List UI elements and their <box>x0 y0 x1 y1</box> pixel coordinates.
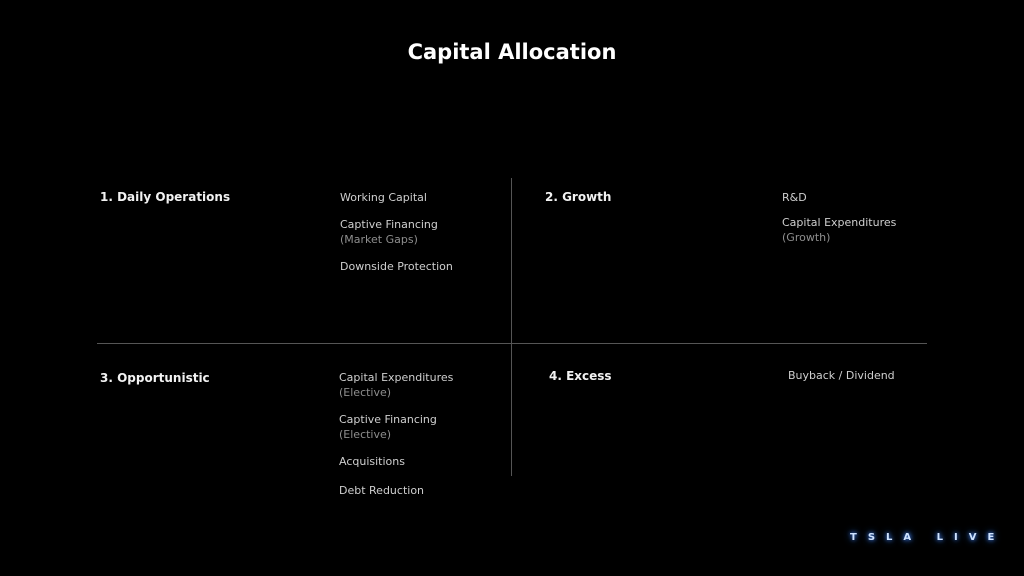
tsla-live-logo: TSLA LIVE <box>850 532 1006 543</box>
quadrant-items-daily-operations: Working Capital Captive Financing (Market… <box>340 190 453 286</box>
quadrant-heading-growth: 2. Growth <box>545 190 612 204</box>
item-label: Buyback / Dividend <box>788 369 895 382</box>
vertical-divider <box>511 178 512 476</box>
list-item: R&D <box>782 190 896 205</box>
item-label: Working Capital <box>340 191 427 204</box>
item-label: Capital Expenditures <box>339 371 454 384</box>
list-item: Capital Expenditures (Growth) <box>782 215 896 245</box>
item-label: Downside Protection <box>340 260 453 273</box>
quadrant-heading-daily-operations: 1. Daily Operations <box>100 190 231 204</box>
list-item: Buyback / Dividend <box>788 368 895 383</box>
list-item: Downside Protection <box>340 259 453 274</box>
item-label: R&D <box>782 191 807 204</box>
item-label: Capital Expenditures <box>782 216 897 229</box>
item-sublabel: (Market Gaps) <box>340 233 418 246</box>
list-item: Captive Financing (Elective) <box>339 412 453 442</box>
item-label: Debt Reduction <box>339 484 425 497</box>
quadrant-items-excess: Buyback / Dividend <box>788 368 895 395</box>
list-item: Working Capital <box>340 190 453 205</box>
page-title: Capital Allocation <box>407 40 617 64</box>
horizontal-divider <box>97 343 927 344</box>
list-item: Acquisitions <box>339 454 453 469</box>
list-item: Captive Financing (Market Gaps) <box>340 217 453 247</box>
quadrant-heading-opportunistic: 3. Opportunistic <box>100 371 210 385</box>
list-item: Capital Expenditures (Elective) <box>339 370 453 400</box>
quadrant-items-opportunistic: Capital Expenditures (Elective) Captive F… <box>339 370 453 510</box>
item-sublabel: (Growth) <box>782 231 831 244</box>
item-sublabel: (Elective) <box>339 386 392 399</box>
item-sublabel: (Elective) <box>339 428 392 441</box>
quadrant-items-growth: R&D Capital Expenditures (Growth) <box>782 190 896 257</box>
item-label: Acquisitions <box>339 455 405 468</box>
item-label: Captive Financing <box>340 218 438 231</box>
item-label: Captive Financing <box>339 413 437 426</box>
quadrant-heading-excess: 4. Excess <box>549 369 612 383</box>
list-item: Debt Reduction <box>339 483 453 498</box>
